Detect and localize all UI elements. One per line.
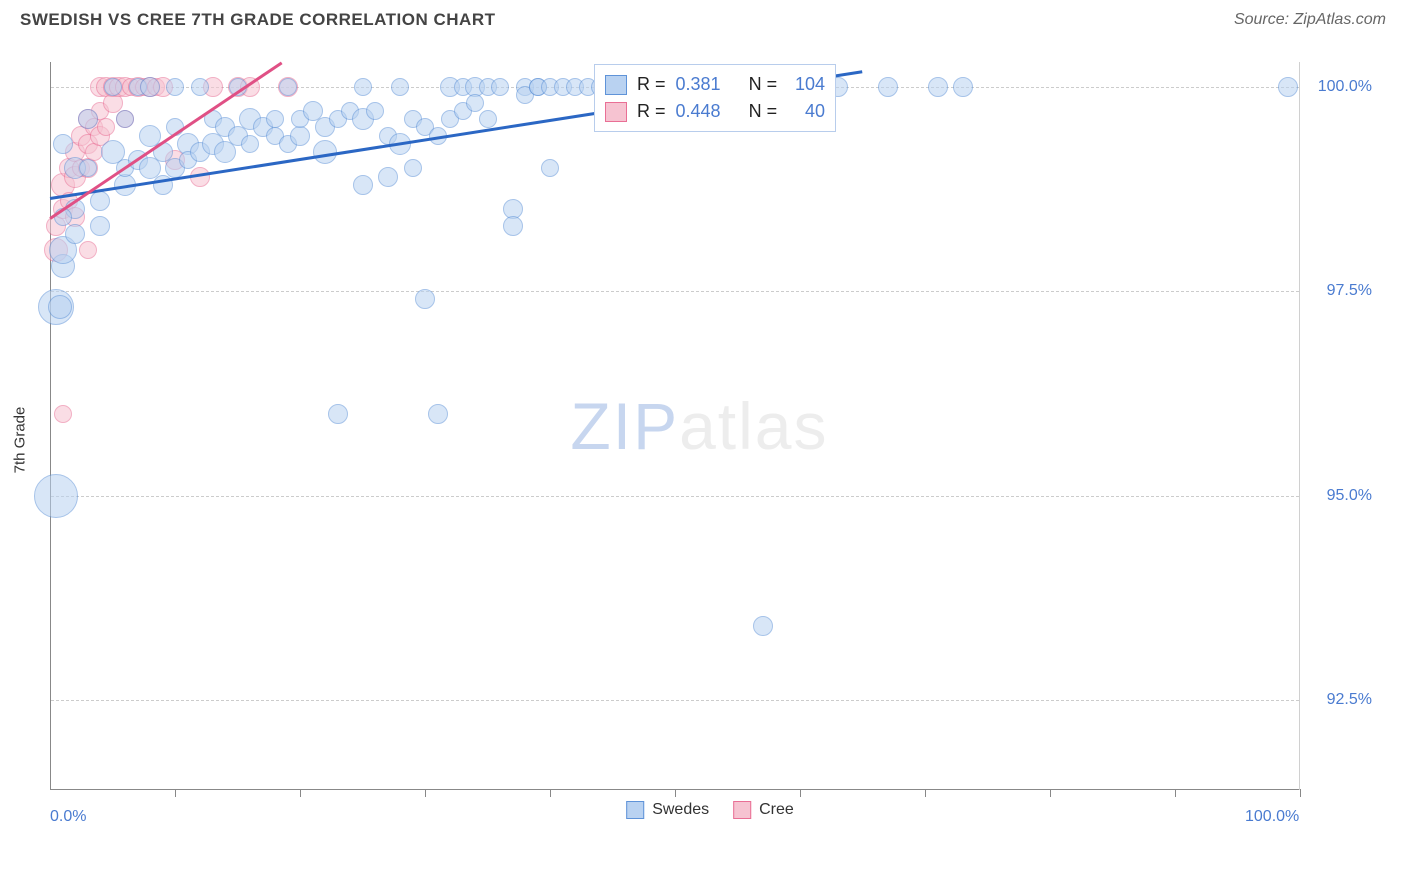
- data-point: [479, 110, 497, 128]
- data-point: [928, 77, 948, 97]
- data-point: [428, 404, 448, 424]
- r-label: R =: [637, 74, 666, 95]
- data-point: [53, 134, 73, 154]
- data-point: [491, 78, 509, 96]
- y-axis-line: [50, 62, 51, 790]
- gridline: [51, 291, 1299, 292]
- legend-swatch: [733, 801, 751, 819]
- x-tick-mark: [675, 789, 676, 797]
- y-tick-label: 97.5%: [1327, 282, 1372, 300]
- data-point: [404, 159, 422, 177]
- data-point: [90, 191, 110, 211]
- data-point: [266, 110, 284, 128]
- stats-legend-row: R = 0.381 N = 104: [605, 71, 825, 98]
- x-tick-mark: [1050, 789, 1051, 797]
- data-point: [953, 77, 973, 97]
- data-point: [104, 78, 122, 96]
- legend-label: Swedes: [652, 801, 709, 819]
- watermark: ZIPatlas: [570, 388, 828, 464]
- x-tick-mark: [925, 789, 926, 797]
- r-value: 0.448: [676, 101, 721, 122]
- data-point: [79, 159, 97, 177]
- x-tick-mark: [1175, 789, 1176, 797]
- data-point: [354, 78, 372, 96]
- data-point: [391, 78, 409, 96]
- data-point: [116, 110, 134, 128]
- x-tick-label: 100.0%: [1245, 808, 1299, 826]
- legend-swatch: [605, 75, 627, 95]
- data-point: [97, 118, 115, 136]
- n-label: N =: [749, 101, 778, 122]
- y-tick-label: 100.0%: [1318, 78, 1372, 96]
- data-point: [415, 289, 435, 309]
- y-tick-label: 95.0%: [1327, 487, 1372, 505]
- data-point: [48, 295, 72, 319]
- data-point: [466, 94, 484, 112]
- n-value: 40: [787, 101, 825, 122]
- data-point: [79, 241, 97, 259]
- data-point: [140, 77, 160, 97]
- legend-item: Cree: [733, 801, 794, 819]
- legend-item: Swedes: [626, 801, 709, 819]
- data-point: [191, 78, 209, 96]
- chart-source: Source: ZipAtlas.com: [1234, 11, 1386, 29]
- x-tick-label: 0.0%: [50, 808, 86, 826]
- x-tick-mark: [425, 789, 426, 797]
- r-label: R =: [637, 101, 666, 122]
- y-tick-label: 92.5%: [1327, 691, 1372, 709]
- data-point: [378, 167, 398, 187]
- x-tick-mark: [800, 789, 801, 797]
- data-point: [328, 404, 348, 424]
- data-point: [366, 102, 384, 120]
- chart-header: SWEDISH VS CREE 7TH GRADE CORRELATION CH…: [0, 0, 1406, 30]
- data-point: [34, 474, 78, 518]
- series-legend: Swedes Cree: [626, 801, 794, 819]
- gridline: [51, 496, 1299, 497]
- data-point: [541, 159, 559, 177]
- data-point: [54, 405, 72, 423]
- legend-swatch: [605, 102, 627, 122]
- n-value: 104: [787, 74, 825, 95]
- plot-area: ZIPatlas: [50, 62, 1300, 790]
- data-point: [878, 77, 898, 97]
- data-point: [90, 216, 110, 236]
- stats-legend: R = 0.381 N = 104 R = 0.448 N = 40: [594, 64, 836, 132]
- data-point: [241, 135, 259, 153]
- stats-legend-row: R = 0.448 N = 40: [605, 98, 825, 125]
- x-tick-mark: [175, 789, 176, 797]
- y-axis-label: 7th Grade: [12, 407, 29, 474]
- legend-label: Cree: [759, 801, 794, 819]
- chart-area: 7th Grade ZIPatlas R =0.381N =104R =0.44…: [40, 50, 1380, 830]
- data-point: [353, 175, 373, 195]
- x-tick-mark: [1300, 789, 1301, 797]
- x-tick-mark: [550, 789, 551, 797]
- data-point: [1278, 77, 1298, 97]
- data-point: [279, 78, 297, 96]
- legend-swatch: [626, 801, 644, 819]
- data-point: [503, 216, 523, 236]
- r-value: 0.381: [676, 74, 721, 95]
- x-tick-mark: [300, 789, 301, 797]
- n-label: N =: [749, 74, 778, 95]
- data-point: [166, 78, 184, 96]
- data-point: [290, 126, 310, 146]
- chart-title: SWEDISH VS CREE 7TH GRADE CORRELATION CH…: [20, 10, 496, 30]
- data-point: [753, 616, 773, 636]
- data-point: [65, 224, 85, 244]
- data-point: [78, 109, 98, 129]
- gridline: [51, 700, 1299, 701]
